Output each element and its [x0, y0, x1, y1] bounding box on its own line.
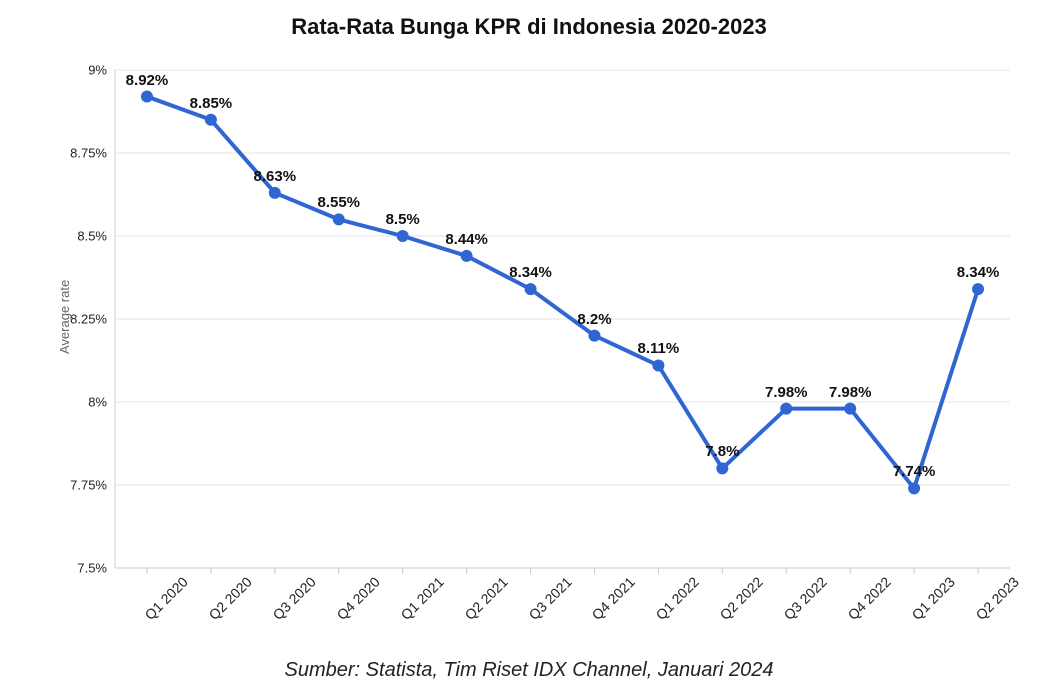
x-tick: Q4 2020: [328, 568, 383, 623]
y-axis-label: Average rate: [57, 280, 72, 354]
x-tick: Q2 2022: [711, 568, 766, 623]
chart-source: Sumber: Statista, Tim Riset IDX Channel,…: [0, 659, 1058, 682]
data-label: 8.5%: [386, 211, 420, 228]
chart-svg: [115, 70, 1010, 568]
data-label: 8.34%: [957, 264, 1000, 281]
x-tick: Q2 2020: [200, 568, 255, 623]
y-tick: 8.75%: [70, 146, 115, 161]
x-tick: Q3 2021: [519, 568, 574, 623]
x-tick: Q4 2022: [839, 568, 894, 623]
x-tick: Q1 2022: [647, 568, 702, 623]
x-tick: Q4 2021: [583, 568, 638, 623]
data-label: 8.11%: [638, 340, 680, 357]
chart-container: { "title": { "text": "Rata-Rata Bunga KP…: [0, 0, 1058, 696]
data-label: 8.2%: [577, 311, 611, 328]
x-tick: Q3 2022: [775, 568, 830, 623]
y-tick: 9%: [88, 63, 115, 78]
data-label: 7.74%: [893, 463, 936, 480]
data-label: 8.44%: [445, 231, 488, 248]
plot-area: 7.5%7.75%8%8.25%8.5%8.75%9%Q1 2020Q2 202…: [115, 70, 1010, 568]
data-label: 7.8%: [705, 443, 739, 460]
data-label: 8.34%: [509, 264, 552, 281]
x-tick: Q1 2021: [392, 568, 447, 623]
data-label: 8.55%: [317, 194, 360, 211]
y-tick: 8%: [88, 395, 115, 410]
y-tick: 7.75%: [70, 478, 115, 493]
x-tick: Q3 2020: [264, 568, 319, 623]
y-tick: 7.5%: [77, 561, 115, 576]
y-tick: 8.5%: [77, 229, 115, 244]
x-tick: Q1 2023: [903, 568, 958, 623]
chart-title: Rata-Rata Bunga KPR di Indonesia 2020-20…: [0, 14, 1058, 40]
data-label: 8.63%: [254, 168, 297, 185]
data-label: 7.98%: [829, 384, 872, 401]
x-tick: Q2 2021: [455, 568, 510, 623]
data-label: 8.85%: [190, 95, 233, 112]
data-label: 8.92%: [126, 72, 169, 89]
data-label: 7.98%: [765, 384, 808, 401]
x-tick: Q1 2020: [136, 568, 191, 623]
x-tick: Q2 2023: [967, 568, 1022, 623]
y-tick: 8.25%: [70, 312, 115, 327]
